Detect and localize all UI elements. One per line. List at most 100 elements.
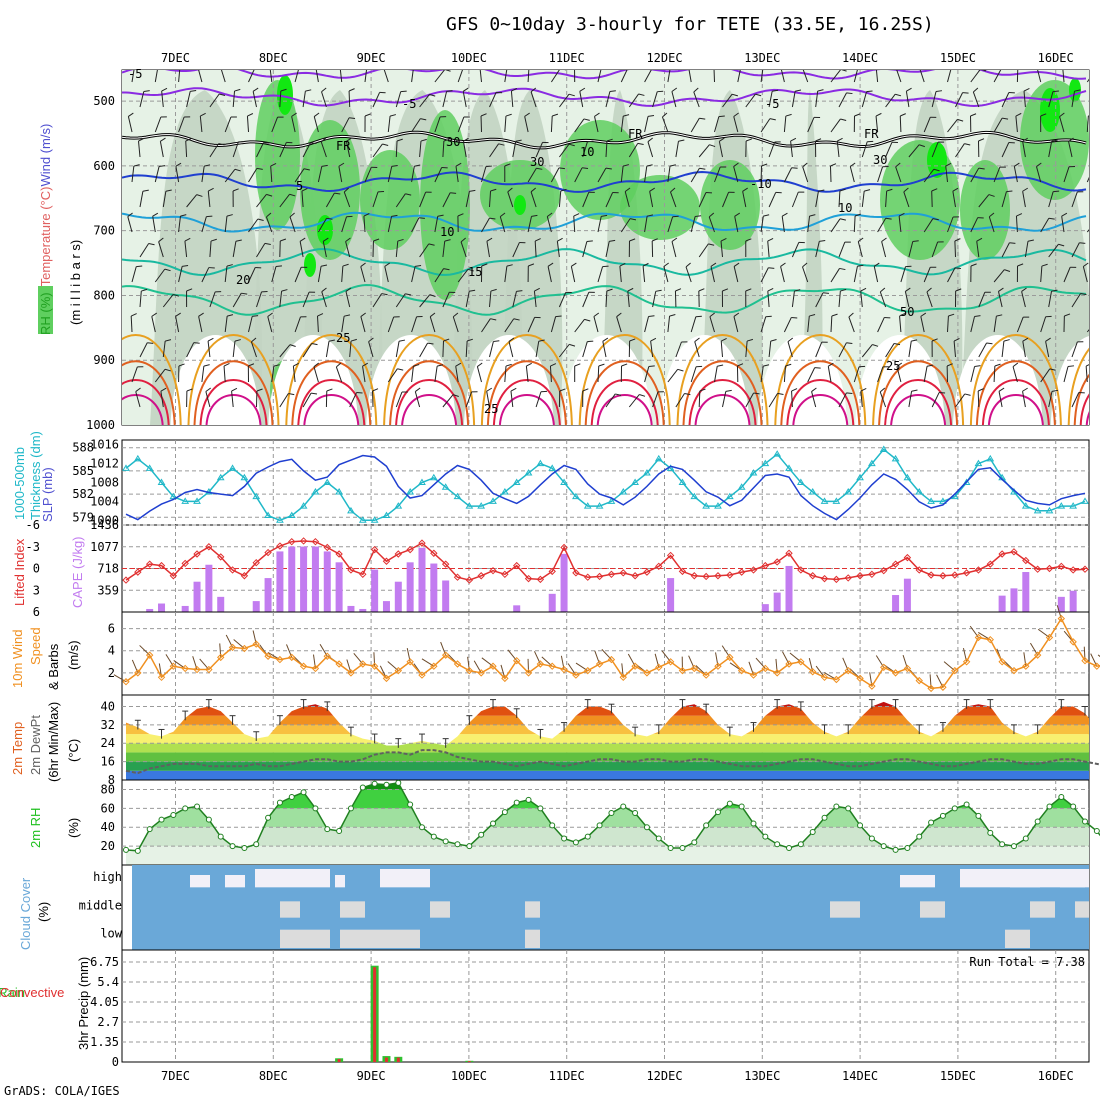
thickness-ytick: 582 — [72, 487, 94, 501]
li-line-point — [276, 542, 284, 550]
wind10-line-point — [797, 658, 805, 666]
wind-barb-flag — [256, 388, 263, 392]
wind-barb — [620, 166, 624, 183]
bottom-date-16DEC: 16DEC — [1038, 1069, 1074, 1083]
wind10-label-1: 10m Wind — [10, 629, 25, 688]
wind-barb-flag — [345, 237, 351, 242]
wind-barb — [783, 366, 786, 383]
wind-barb — [1022, 141, 1026, 158]
temp-label-1: 2m Temp — [10, 722, 25, 775]
wind-barb-flag — [685, 262, 691, 268]
wind-barb — [574, 319, 585, 333]
wind-barb — [605, 140, 608, 158]
precip-conv-bar — [384, 1057, 388, 1062]
wind-barb-flag — [463, 137, 469, 142]
wind-barb-flag — [722, 288, 729, 292]
wind-barb-flag — [733, 312, 740, 317]
top-date-7DEC: 7DEC — [161, 51, 190, 65]
wind-barb — [302, 343, 313, 358]
cloud-mid-clear — [280, 901, 300, 918]
wind-barb — [139, 342, 148, 358]
wind-barb-flag — [313, 362, 320, 368]
wind-barb — [339, 70, 343, 83]
precip-conv-bar — [337, 1059, 341, 1062]
wind10-line-point — [276, 655, 284, 664]
slp-line-point — [1021, 502, 1030, 509]
wind-barb-flag — [444, 70, 451, 72]
wind-barb-flag — [602, 337, 609, 342]
wind-barb-flag — [444, 239, 451, 242]
wind-barb — [881, 241, 887, 258]
wind-barb — [1015, 116, 1018, 133]
wind-barb — [713, 70, 715, 83]
contour-warm-dome — [486, 360, 567, 425]
wind-barb — [1086, 116, 1089, 133]
wind-barb — [997, 291, 1003, 308]
precip-conv-bar — [373, 967, 377, 1062]
wind-barb — [1071, 91, 1075, 108]
contour-warm-dome — [291, 360, 372, 425]
wind-barb-flag — [429, 312, 436, 318]
li-line-point — [240, 572, 249, 580]
wind-barb — [1082, 266, 1088, 283]
wind-barb-flag — [710, 262, 717, 267]
wind-barb — [970, 167, 980, 183]
rh2m-line-point — [253, 841, 260, 848]
rh2m-line-point — [1093, 828, 1100, 834]
contour-warm-dome — [122, 334, 182, 425]
wind-barb-flag — [305, 89, 312, 92]
li-line-point — [584, 573, 592, 581]
li-line-point — [370, 545, 379, 554]
wind-barb-flag — [894, 342, 901, 346]
wind-barb-flag — [142, 189, 149, 192]
wind-barb-flag — [809, 214, 816, 217]
slp-line-point — [903, 473, 912, 481]
contour-warm-dome — [987, 394, 1044, 425]
wind-barb — [955, 393, 966, 408]
cape-bar — [335, 562, 343, 612]
li-line-point — [903, 553, 912, 562]
top-date-axis: 7DEC 8DEC 9DEC 10DEC 11DEC 12DEC 13DEC 14DEC 15D… — [161, 51, 1074, 65]
wind-barb-flag — [317, 313, 324, 317]
wind-barb — [768, 192, 777, 208]
rh2m-line-point — [572, 839, 579, 846]
top-date-16DEC: 16DEC — [1038, 51, 1074, 65]
wind-barb — [317, 217, 327, 233]
wind-barb-flag — [846, 392, 853, 395]
wind-barb-flag — [639, 394, 646, 397]
wind-barb — [896, 70, 902, 83]
wind-barb-flag — [809, 313, 816, 317]
li-line-point — [560, 543, 568, 552]
wind-barb-flag — [854, 213, 861, 217]
wind-barb — [976, 241, 980, 258]
wind-barb — [1062, 70, 1065, 83]
wind-barb — [685, 266, 692, 283]
contour-label: 30 — [873, 153, 887, 167]
li-line-point — [430, 549, 438, 557]
wind-barb-flag — [860, 287, 867, 292]
rh2m-line-point — [229, 843, 236, 850]
wind-barb — [489, 191, 492, 208]
top-date-13DEC: 13DEC — [744, 51, 780, 65]
wind-barb — [162, 341, 166, 358]
wind-barb — [302, 291, 310, 308]
wind-barb — [1086, 176, 1089, 183]
slp-line-point — [418, 478, 426, 485]
wind-barb — [550, 115, 553, 133]
wind-barb — [442, 241, 446, 258]
wind-barb — [411, 316, 418, 333]
wind-barb-flag — [785, 363, 792, 367]
wind-barb — [220, 70, 226, 83]
wind-barb-flag — [655, 289, 662, 292]
wind-barb — [139, 191, 144, 208]
wind-barb-flag — [446, 90, 453, 92]
wind-barb-flag — [493, 340, 500, 342]
rh2m-line-point — [928, 819, 935, 826]
wind-barb-flag — [802, 262, 808, 268]
wind-barb — [154, 268, 166, 283]
wind-barb-flag — [621, 363, 628, 367]
wind-barb — [294, 316, 301, 333]
wind-barb-flag — [974, 315, 981, 317]
wind-barb-flag — [1021, 287, 1027, 292]
rh2m-line-point — [1082, 818, 1088, 825]
